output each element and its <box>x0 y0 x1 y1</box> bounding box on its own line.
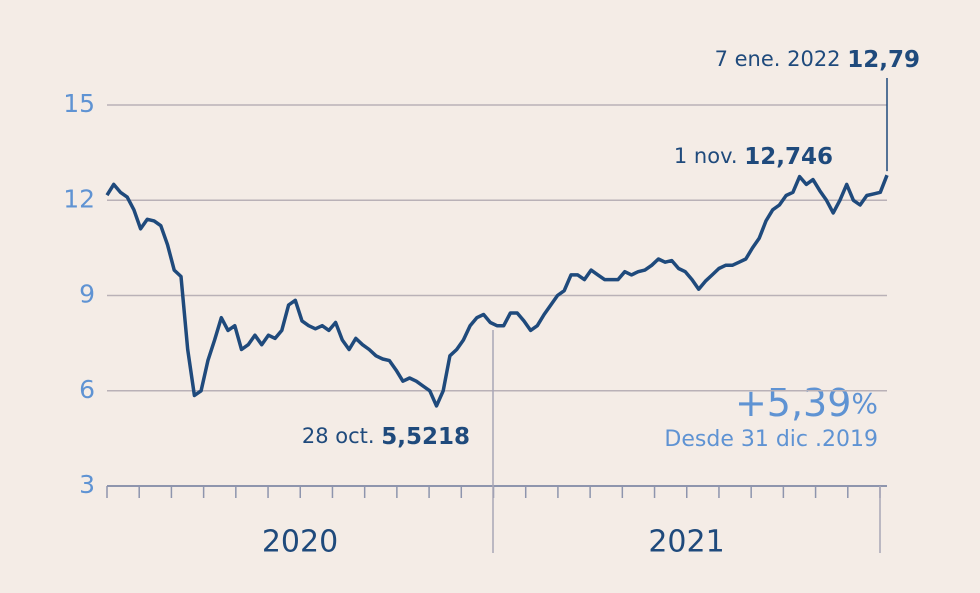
y-tick-label: 15 <box>63 89 95 118</box>
change-note: Desde 31 dic .2019 <box>664 427 878 452</box>
y-tick-label: 12 <box>63 184 95 213</box>
y-tick-label: 9 <box>79 280 95 309</box>
annotation-date: 1 nov. <box>674 144 738 168</box>
change-label: +5,39 <box>735 381 851 425</box>
price-line <box>105 174 889 408</box>
change: +5,39% <box>735 381 878 425</box>
change-unit: % <box>851 387 878 420</box>
annotation: 1 nov. 12,746 <box>674 144 833 170</box>
x-tick-label: 2021 <box>648 525 724 560</box>
annotation: 28 oct. 5,5218 <box>302 424 470 450</box>
annotation-date: 7 ene. 2022 <box>715 47 841 71</box>
annotation-value: 12,746 <box>744 144 833 170</box>
annotation-value: 12,79 <box>847 47 920 73</box>
annotation-value: 5,5218 <box>381 424 470 450</box>
annotation-date: 28 oct. <box>302 424 375 448</box>
x-tick-label: 2020 <box>262 525 338 560</box>
y-tick-label: 3 <box>79 470 95 499</box>
annotation: 7 ene. 2022 12,79 <box>715 47 920 73</box>
y-tick-label: 6 <box>79 375 95 404</box>
